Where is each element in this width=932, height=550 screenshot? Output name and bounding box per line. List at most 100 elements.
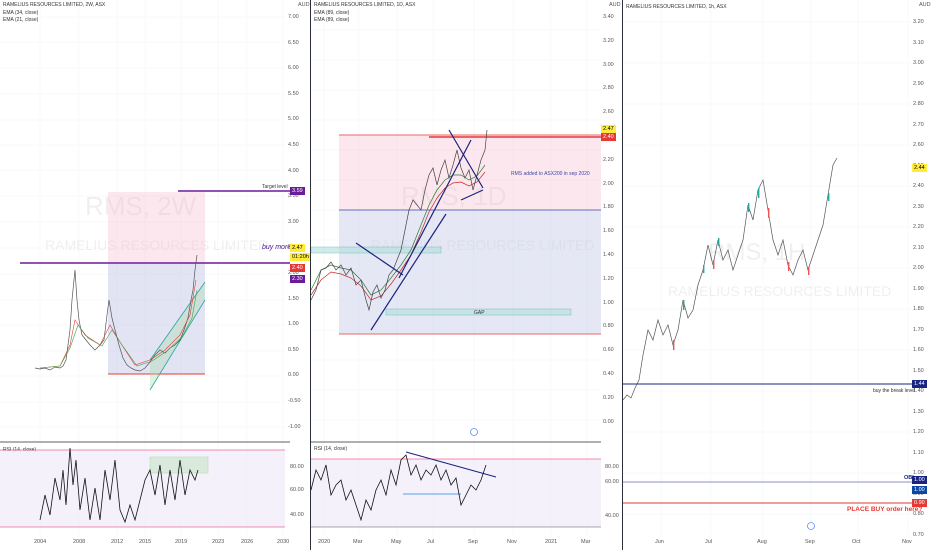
rsi-tick: 80.00 bbox=[290, 464, 304, 470]
rsi-series-1d bbox=[311, 454, 487, 522]
watermark-symbol: RMS, 2W bbox=[85, 191, 197, 221]
asx200-note: RMS added to ASX200 in sep 2020 bbox=[511, 171, 590, 177]
price-tick: 2.90 bbox=[913, 80, 924, 87]
price-tag: 1.00 bbox=[912, 486, 927, 494]
time-scale[interactable]: 2020 Mar May Jul Sep Nov 2021 Mar bbox=[311, 539, 601, 550]
price-tick: 0.00 bbox=[603, 418, 614, 425]
watermark-name: RAMELIUS RESOURCES LIMITED bbox=[45, 237, 268, 253]
gap-zone[interactable] bbox=[385, 308, 572, 316]
time-tick: 2008 bbox=[73, 539, 86, 545]
price-scale[interactable]: 3.203.103.002.902.802.702.602.502.402.30… bbox=[913, 0, 932, 550]
time-scale[interactable]: Jun Jul Aug Sep Oct Nov bbox=[623, 539, 912, 550]
time-tick: 2012 bbox=[111, 539, 124, 545]
svg-text:EMA (89, close): EMA (89, close) bbox=[314, 10, 350, 16]
price-tag: 2.40 bbox=[601, 133, 616, 141]
chart-pane-2w[interactable]: RMS, 2W RAMELIUS RESOURCES LIMITED Targe… bbox=[0, 0, 310, 550]
price-tick: 2.30 bbox=[913, 203, 924, 210]
price-tick: 3.20 bbox=[603, 37, 614, 44]
svg-text:AUD: AUD bbox=[609, 2, 621, 8]
time-tick: 2019 bbox=[175, 539, 188, 545]
price-tick: 2.60 bbox=[913, 142, 924, 148]
price-tick: 2.80 bbox=[603, 85, 614, 92]
price-tick: -1.00 bbox=[288, 423, 301, 430]
price-tick: 0.70 bbox=[913, 531, 924, 538]
price-tick: 2.20 bbox=[603, 156, 614, 163]
rsi-tick: 80.00 bbox=[605, 464, 619, 470]
time-tick: Mar bbox=[353, 539, 363, 545]
price-tick: 1.70 bbox=[913, 326, 924, 333]
price-tag: 1.00 bbox=[912, 476, 927, 484]
price-tick: 1.80 bbox=[913, 306, 924, 312]
price-tag: 01:20h bbox=[290, 253, 310, 261]
price-tick: 3.00 bbox=[913, 60, 924, 66]
price-tick: 6.00 bbox=[288, 65, 299, 72]
price-tick: 2.60 bbox=[603, 109, 614, 116]
price-tick: 0.60 bbox=[603, 347, 614, 354]
svg-text:RMS, 1H: RMS, 1H bbox=[708, 239, 805, 266]
price-tick: 1.80 bbox=[603, 204, 614, 211]
target-zone-box[interactable] bbox=[108, 192, 205, 264]
svg-text:OBL: OBL bbox=[904, 475, 916, 481]
price-tick: 3.00 bbox=[288, 218, 299, 225]
rsi-tick: 40.00 bbox=[605, 513, 619, 519]
chart-title: RAMELIUS RESOURCES LIMITED, 2W, ASX bbox=[3, 2, 106, 8]
time-tick: Sep bbox=[805, 539, 815, 545]
chart-pane-1d[interactable]: RMS, 1D RAMELIUS RESOURCES LIMITED GAP R… bbox=[311, 0, 622, 550]
svg-text:EMA (89, close): EMA (89, close) bbox=[314, 17, 350, 23]
price-tag: 2.44 bbox=[912, 164, 927, 172]
price-tick: 1.00 bbox=[913, 470, 924, 476]
price-tick: 3.50 bbox=[288, 193, 299, 200]
chart-1h-svg[interactable]: RMS, 1H RAMELIUS RESOURCES LIMITED buy t… bbox=[623, 0, 932, 550]
time-tick: Aug bbox=[757, 539, 767, 545]
price-tick: 1.40 bbox=[603, 252, 614, 258]
price-tag: 2.40 bbox=[290, 264, 305, 272]
rsi-series bbox=[39, 447, 199, 524]
price-tick: 0.50 bbox=[288, 346, 299, 353]
svg-text:AUD: AUD bbox=[298, 2, 310, 8]
price-tag: 3.59 bbox=[290, 187, 305, 195]
price-tick: 2.00 bbox=[603, 180, 614, 187]
place-buy-label: PLACE BUY order here? bbox=[847, 506, 922, 513]
price-tag: 2.47 bbox=[601, 125, 616, 133]
rsi-tick: 60.00 bbox=[605, 479, 619, 485]
buy-more-label: buy more bbox=[262, 244, 291, 251]
price-tick: 0.80 bbox=[913, 511, 924, 517]
price-tick: 2.10 bbox=[913, 244, 924, 251]
price-tick: 5.50 bbox=[288, 90, 299, 97]
price-tick: 2.70 bbox=[913, 121, 924, 128]
price-tick: 0.80 bbox=[603, 323, 614, 330]
time-scale[interactable]: 2004 2008 2012 2015 2019 2023 2026 2030 bbox=[0, 539, 289, 550]
price-tick: 1.00 bbox=[288, 321, 299, 328]
chart-2w-svg[interactable]: RMS, 2W RAMELIUS RESOURCES LIMITED Targe… bbox=[0, 0, 310, 550]
svg-text:RMS, 1D: RMS, 1D bbox=[401, 181, 506, 211]
svg-text:EMA (34, close): EMA (34, close) bbox=[3, 10, 39, 16]
price-tick: 0.40 bbox=[603, 371, 614, 377]
price-tick: 6.50 bbox=[288, 39, 299, 46]
price-tick: 1.60 bbox=[603, 228, 614, 235]
price-tick: -0.50 bbox=[288, 398, 301, 404]
time-tick: Sep bbox=[468, 539, 478, 545]
chart-pane-1h[interactable]: RMS, 1H RAMELIUS RESOURCES LIMITED buy t… bbox=[623, 0, 932, 550]
time-tick: Mar bbox=[581, 539, 591, 545]
gap-label: GAP bbox=[474, 310, 485, 316]
event-icon[interactable] bbox=[470, 428, 478, 436]
time-tick: Jun bbox=[655, 539, 664, 545]
price-tick: 1.20 bbox=[913, 429, 924, 435]
svg-text:RAMELIUS RESOURCES LIMITED, 1D: RAMELIUS RESOURCES LIMITED, 1D, ASX bbox=[314, 2, 416, 8]
price-tick: 1.10 bbox=[913, 449, 924, 456]
svg-text:RSI (14, close): RSI (14, close) bbox=[314, 446, 347, 452]
price-tick: 1.50 bbox=[913, 367, 924, 374]
price-series bbox=[34, 254, 198, 372]
price-series-1h bbox=[623, 157, 838, 401]
price-tick: 4.00 bbox=[288, 167, 299, 174]
price-tick: 2.80 bbox=[913, 101, 924, 107]
price-tick: 1.90 bbox=[913, 285, 924, 292]
price-tick: 2.20 bbox=[913, 224, 924, 230]
price-scale[interactable]: 3.40 3.20 3.00 2.80 2.60 2.40 2.20 2.00 1.80 1.60… bbox=[603, 0, 622, 550]
time-tick: Nov bbox=[507, 539, 517, 545]
chart-1d-svg[interactable]: RMS, 1D RAMELIUS RESOURCES LIMITED GAP R… bbox=[311, 0, 622, 550]
price-tick: 0.00 bbox=[288, 372, 299, 379]
time-tick: Oct bbox=[852, 539, 861, 545]
price-tick: 3.40 bbox=[603, 14, 614, 20]
price-tag: 1.44 bbox=[912, 380, 927, 388]
